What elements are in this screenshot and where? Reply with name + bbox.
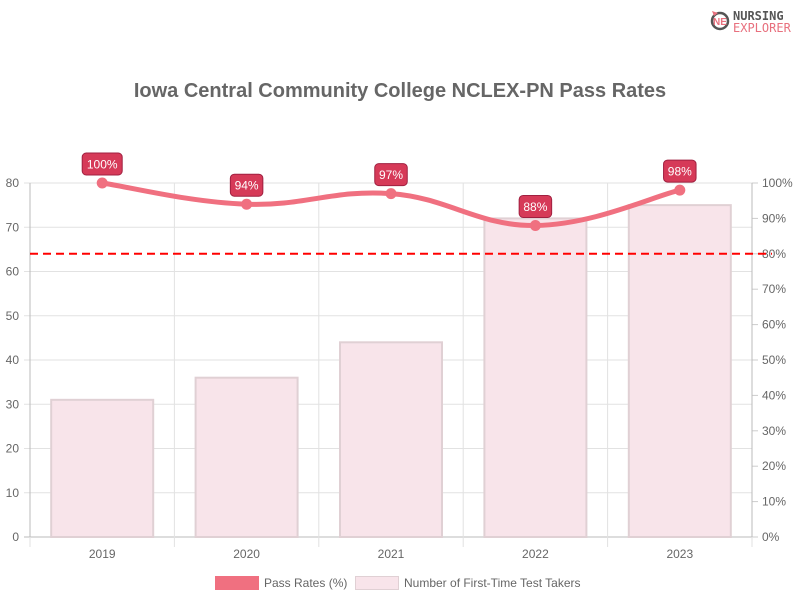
right-tick-label: 60% (762, 318, 786, 332)
right-tick-label: 100% (762, 176, 793, 190)
right-tick-label: 30% (762, 424, 786, 438)
left-tick-label: 80 (6, 176, 20, 190)
data-label: 97% (379, 168, 403, 182)
left-tick-label: 60 (6, 265, 20, 279)
pass-rate-point-2022 (529, 219, 541, 231)
bar-2023 (627, 204, 732, 538)
legend-label-pass-rates: Pass Rates (%) (264, 576, 348, 590)
data-label-bg (663, 159, 697, 183)
left-tick-label: 0 (12, 530, 19, 544)
x-tick-label: 2022 (522, 547, 549, 561)
logo-text-nursing: NURSING (733, 9, 784, 23)
data-label-bg (374, 163, 408, 187)
left-tick-label: 40 (6, 353, 20, 367)
left-tick-label: 70 (6, 220, 20, 234)
svg-text:NE: NE (713, 17, 727, 28)
x-tick-label: 2020 (233, 547, 260, 561)
left-tick-label: 50 (6, 309, 20, 323)
pass-rate-point-2023 (674, 184, 686, 196)
logo-icon: NE (710, 11, 730, 31)
right-tick-label: 70% (762, 282, 786, 296)
chart-title: Iowa Central Community College NCLEX-PN … (133, 80, 667, 102)
pass-rate-point-2020 (241, 198, 253, 210)
right-tick-label: 90% (762, 211, 786, 225)
bar-2022 (483, 217, 588, 538)
nursing-explorer-logo: NE NURSING EXPLORER (710, 8, 800, 36)
logo-text-explorer: EXPLORER (733, 21, 791, 35)
right-tick-label: 0% (762, 530, 780, 544)
right-tick-label: 50% (762, 353, 786, 367)
bar-2021 (339, 341, 443, 538)
data-label: 100% (87, 158, 118, 172)
legend-swatch-pass-rates (215, 576, 259, 590)
right-tick-label: 20% (762, 459, 786, 473)
data-label: 98% (668, 165, 692, 179)
x-tick-label: 2021 (378, 547, 405, 561)
left-tick-label: 20 (6, 442, 20, 456)
data-label-bg (81, 152, 123, 176)
legend-item-pass-rates[interactable]: Pass Rates (%) (215, 576, 347, 590)
right-tick-label: 80% (762, 247, 786, 261)
data-label: 88% (523, 200, 547, 214)
bar-2019 (50, 398, 155, 539)
left-tick-label: 30 (6, 397, 20, 411)
pass-rate-point-2021 (385, 188, 397, 200)
legend-label-test-takers: Number of First-Time Test Takers (404, 576, 581, 590)
bar-2020 (194, 376, 299, 539)
legend-swatch-test-takers (355, 576, 399, 590)
legend-item-test-takers[interactable]: Number of First-Time Test Takers (355, 576, 580, 590)
x-tick-label: 2023 (666, 547, 693, 561)
data-label: 94% (235, 179, 259, 193)
left-tick-label: 10 (6, 486, 20, 500)
data-label-bg (518, 194, 553, 218)
right-tick-label: 10% (762, 495, 786, 509)
pass-rate-point-2019 (96, 177, 108, 189)
data-label-bg (229, 173, 264, 197)
right-tick-label: 40% (762, 388, 786, 402)
x-tick-label: 2019 (89, 547, 116, 561)
